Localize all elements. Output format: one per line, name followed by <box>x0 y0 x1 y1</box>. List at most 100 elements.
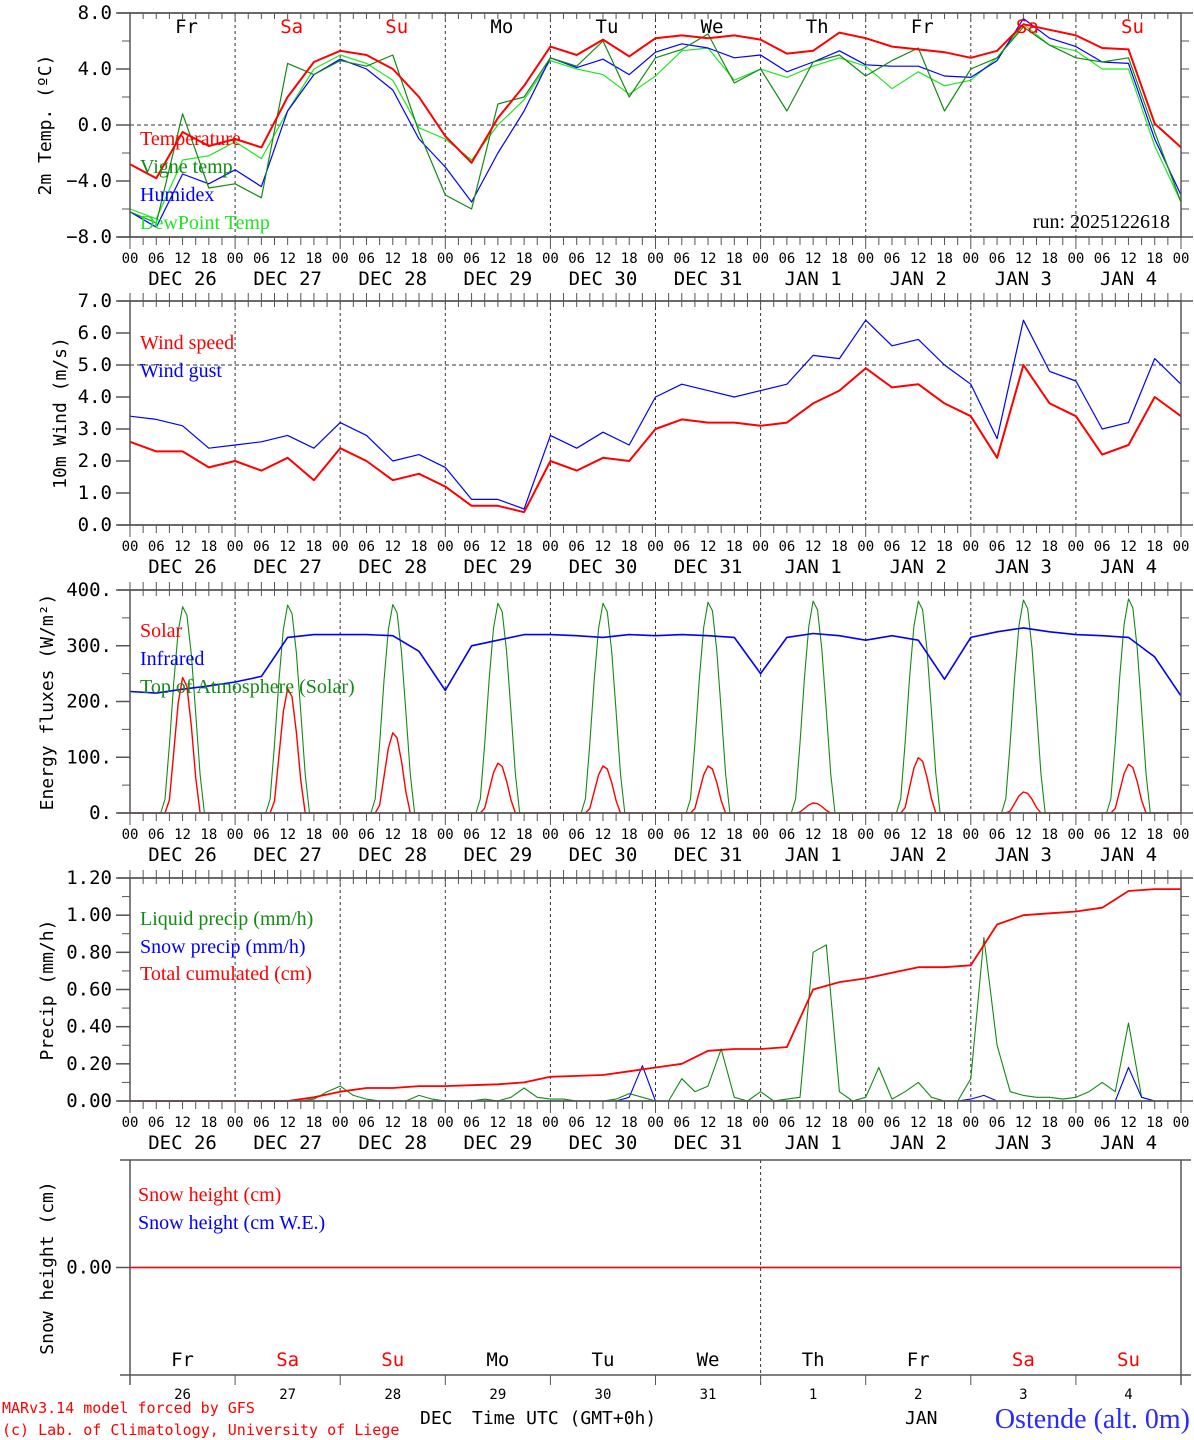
day-name-label: Th <box>802 1349 825 1371</box>
x-hour-label: 12 <box>384 251 401 267</box>
legend-wind-speed: Wind speed <box>140 332 234 354</box>
legend-humidex: Humidex <box>140 184 214 206</box>
x-hour-label: 12 <box>489 1115 506 1131</box>
x-hour-label: 06 <box>463 251 480 267</box>
day-number-label: 26 <box>174 1387 191 1403</box>
x-hour-label: 12 <box>910 1115 927 1131</box>
x-hour-label: 12 <box>700 539 717 555</box>
y-tick-label: 2.0 <box>78 450 112 472</box>
x-hour-label: 06 <box>253 1115 270 1131</box>
x-hour-label: 06 <box>253 251 270 267</box>
x-hour-label: 18 <box>411 539 428 555</box>
x-hour-label: 18 <box>516 827 533 843</box>
legend-total-cumulated: Total cumulated (cm) <box>140 963 312 985</box>
legend-wind-gust: Wind gust <box>140 360 222 382</box>
x-hour-label: 18 <box>936 1115 953 1131</box>
x-hour-label: 12 <box>174 251 191 267</box>
x-hour-label: 12 <box>279 827 296 843</box>
x-hour-label: 18 <box>621 539 638 555</box>
x-hour-label: 18 <box>1041 539 1058 555</box>
x-date-label: DEC 30 <box>569 556 638 578</box>
x-hour-label: 06 <box>463 827 480 843</box>
x-hour-label: 06 <box>358 539 375 555</box>
x-hour-label: 12 <box>805 827 822 843</box>
wind-gust-line <box>129 319 1182 510</box>
x-date-label: JAN 3 <box>995 556 1052 578</box>
day-number-label: 3 <box>1019 1387 1027 1403</box>
x-hour-label: 18 <box>305 1115 322 1131</box>
day-name-label: Sa <box>280 16 303 38</box>
x-hour-label: 00 <box>122 827 139 843</box>
x-hour-label: 12 <box>279 1115 296 1131</box>
y-tick-label: 0.60 <box>66 979 112 1001</box>
x-hour-label: 00 <box>962 1115 979 1131</box>
x-date-label: DEC 29 <box>464 844 533 866</box>
x-hour-label: 00 <box>857 539 874 555</box>
x-hour-label: 12 <box>174 827 191 843</box>
x-hour-label: 12 <box>384 827 401 843</box>
x-date-label: DEC 29 <box>464 556 533 578</box>
x-hour-label: 18 <box>726 1115 743 1131</box>
x-hour-label: 06 <box>568 539 585 555</box>
y-tick-label: 0.80 <box>66 941 112 963</box>
x-hour-label: 18 <box>831 539 848 555</box>
x-hour-label: 18 <box>621 251 638 267</box>
x-date-label: JAN 2 <box>890 844 947 866</box>
y-tick-label: 0.20 <box>66 1053 112 1075</box>
x-date-label: JAN 2 <box>890 556 947 578</box>
legend-toa-solar: Top of Atmosphere (Solar) <box>140 676 355 698</box>
x-hour-label: 12 <box>595 827 612 843</box>
humidex-line <box>129 18 1182 228</box>
plot-frame <box>129 589 1182 814</box>
x-hour-label: 06 <box>1094 539 1111 555</box>
x-date-label: DEC 27 <box>253 1132 322 1154</box>
x-hour-label: 00 <box>857 1115 874 1131</box>
x-date-label: JAN 2 <box>890 1132 947 1154</box>
y-axis-title-wind: 10m Wind (m/s) <box>50 337 71 489</box>
x-hour-label: 12 <box>595 1115 612 1131</box>
x-hour-label: 12 <box>700 1115 717 1131</box>
x-hour-label: 18 <box>831 827 848 843</box>
x-hour-label: 12 <box>805 539 822 555</box>
x-hour-label: 12 <box>1015 1115 1032 1131</box>
x-hour-label: 00 <box>1067 539 1084 555</box>
x-hour-label: 12 <box>910 539 927 555</box>
x-hour-label: 18 <box>831 251 848 267</box>
x-hour-label: 00 <box>1067 827 1084 843</box>
x-hour-label: 12 <box>489 251 506 267</box>
temperature-line <box>129 23 1182 180</box>
x-date-label: DEC 27 <box>253 844 322 866</box>
x-hour-label: 12 <box>595 539 612 555</box>
day-name-label: Su <box>1121 16 1144 38</box>
vigne-temp-line <box>129 26 1182 224</box>
x-date-label: DEC 26 <box>148 1132 217 1154</box>
x-hour-label: 18 <box>621 1115 638 1131</box>
x-hour-label: 18 <box>516 539 533 555</box>
x-hour-label: 00 <box>437 539 454 555</box>
x-date-label: DEC 31 <box>674 268 743 290</box>
x-hour-label: 00 <box>647 827 664 843</box>
x-hour-label: 12 <box>1015 251 1032 267</box>
x-hour-label: 06 <box>778 251 795 267</box>
y-tick-label: 1.0 <box>78 482 112 504</box>
x-date-label: JAN 1 <box>785 1132 842 1154</box>
x-hour-label: 18 <box>1146 251 1163 267</box>
y-tick-label: 100. <box>66 746 112 768</box>
x-hour-label: 06 <box>884 539 901 555</box>
day-name-label: Tu <box>596 16 619 38</box>
x-date-label: DEC 29 <box>464 1132 533 1154</box>
x-hour-label: 06 <box>673 251 690 267</box>
x-hour-label: 06 <box>358 251 375 267</box>
y-axis-title-snow: Snow height (cm) <box>37 1181 58 1354</box>
model-credit: MARv3.14 model forced by GFS <box>2 1399 255 1417</box>
x-date-label: JAN 4 <box>1100 1132 1157 1154</box>
x-hour-label: 06 <box>463 539 480 555</box>
plot-frame <box>129 300 1182 526</box>
y-tick-label: 0. <box>89 802 112 824</box>
legend-temperature: Temperature <box>140 128 241 150</box>
x-hour-label: 00 <box>332 539 349 555</box>
y-tick-label: 3.0 <box>78 418 112 440</box>
x-hour-label: 00 <box>1173 251 1190 267</box>
